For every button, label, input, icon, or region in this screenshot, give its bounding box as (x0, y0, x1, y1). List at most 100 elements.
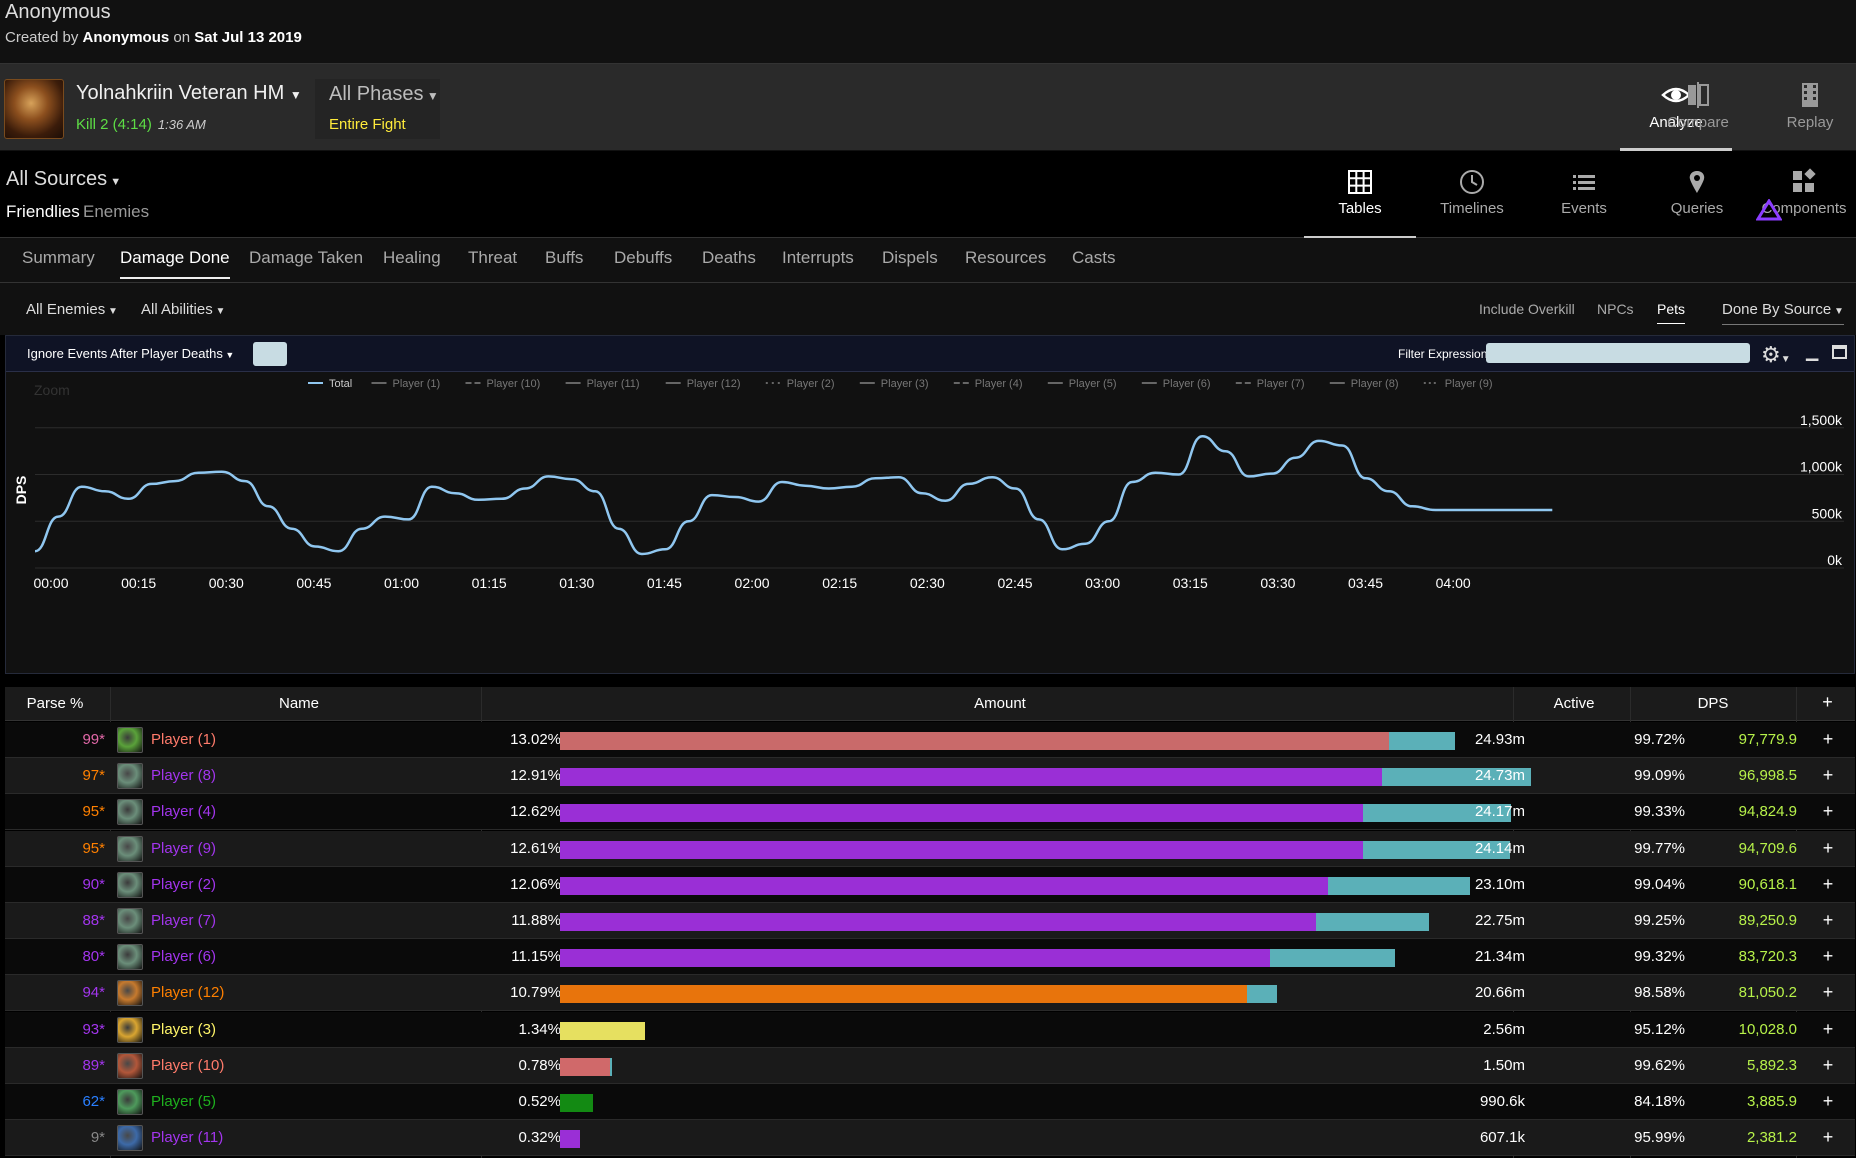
table-row[interactable]: 97* Player (8) 12.91% 24.73m 99.09% 96,998.5 + (5, 758, 1855, 795)
legend-item[interactable]: Player (3) (859, 378, 929, 390)
expand-row-button[interactable]: + (1822, 946, 1834, 967)
player-name[interactable]: Player (5) (151, 1093, 217, 1110)
header-parse[interactable]: Parse % (26, 695, 84, 712)
subnav-tables[interactable]: Tables (1304, 151, 1416, 238)
legend-item[interactable]: Total (308, 378, 352, 390)
expand-row-button[interactable]: + (1822, 910, 1834, 930)
tab-healing[interactable]: Healing (383, 248, 441, 267)
legend-item[interactable]: Player (5) (1047, 378, 1117, 390)
expand-row-button[interactable]: + (1822, 801, 1834, 822)
legend-item[interactable]: Player (11) (565, 378, 640, 390)
tab-damage-done[interactable]: Damage Done (120, 248, 230, 279)
amount-value: 607.1k (1479, 1129, 1525, 1147)
phase-selector[interactable]: All Phases ▼ Entire Fight (315, 79, 440, 139)
dps-chart[interactable]: Total Player (1) Player (10) Player (11) Pla… (6, 373, 1854, 674)
table-row[interactable]: 94* Player (12) 10.79% 20.66m 98.58% 81,050.2… (5, 975, 1855, 1012)
expand-row-button[interactable]: + (1822, 1018, 1834, 1039)
tab-resources[interactable]: Resources (965, 248, 1047, 267)
legend-item[interactable]: Player (10) (465, 378, 541, 390)
header-amount[interactable]: Amount (974, 695, 1026, 712)
table-row[interactable]: 90* Player (2) 12.06% 23.10m 99.04% 90,618.1 + (5, 866, 1855, 903)
legend-item[interactable]: Player (12) (665, 378, 741, 390)
npcs-toggle[interactable]: NPCs (1597, 301, 1634, 317)
player-name[interactable]: Player (7) (151, 912, 217, 929)
minimize-icon[interactable]: ▁ (1806, 344, 1819, 361)
tab-damage-taken[interactable]: Damage Taken (249, 248, 364, 267)
series-line-total[interactable] (34, 434, 1553, 556)
expand-row-button[interactable]: + (1822, 1127, 1834, 1148)
chart-legend[interactable]: Total Player (1) Player (10) Player (11) Pla… (308, 378, 1492, 390)
player-name[interactable]: Player (11) (151, 1129, 224, 1147)
nav-replay[interactable]: Replay (1754, 64, 1856, 151)
abilities-filter[interactable]: All Abilities ▼ (141, 301, 225, 318)
legend-item[interactable]: Player (7) (1235, 378, 1305, 390)
legend-item[interactable]: Player (2) (765, 378, 835, 390)
table-row[interactable]: 95* Player (9) 12.61% 24.14m 99.77% 94,709.6 + (5, 830, 1855, 867)
player-name[interactable]: Player (3) (151, 1020, 217, 1038)
legend-item[interactable]: Player (4) (953, 378, 1023, 390)
nav-compare-real[interactable]: Compare (1642, 64, 1754, 151)
legend-item[interactable]: Player (9) (1423, 378, 1493, 390)
boss-selector[interactable]: Yolnahkriin Veteran HM ▼ (76, 82, 302, 105)
dps-value: 97,779.9 (1738, 731, 1797, 748)
class-spec-icon (117, 1125, 143, 1152)
tab-deaths[interactable]: Deaths (702, 248, 756, 267)
legend-item[interactable]: Player (6) (1141, 378, 1211, 390)
done-by-selector[interactable]: Done By Source ▼ (1722, 301, 1844, 325)
table-row[interactable]: 62* Player (5) 0.52% 990.6k 84.18% 3,885.9 + (5, 1084, 1855, 1120)
player-name[interactable]: Player (12) (151, 984, 225, 1002)
player-name[interactable]: Player (4) (151, 803, 217, 821)
maximize-icon[interactable] (1832, 345, 1847, 359)
expand-row-button[interactable]: + (1822, 873, 1834, 894)
table-row[interactable]: 88* Player (7) 11.88% 22.75m 99.25% 89,250.9 + (5, 903, 1855, 939)
expand-row-button[interactable]: + (1822, 837, 1834, 858)
subnav-events[interactable]: Events (1528, 151, 1640, 238)
table-row[interactable]: 93* Player (3) 1.34% 2.56m 95.12% 10,028.0 + (5, 1011, 1855, 1048)
expand-row-button[interactable]: + (1822, 982, 1834, 1003)
header-name[interactable]: Name (278, 695, 319, 712)
tab-debuffs[interactable]: Debuffs (614, 248, 673, 267)
enemies-filter[interactable]: All Enemies ▼ (26, 301, 118, 318)
header-add-column[interactable]: + (1822, 692, 1833, 712)
friendlies-toggle[interactable]: Friendlies (6, 202, 80, 221)
player-name[interactable]: Player (6) (151, 948, 217, 966)
expand-row-button[interactable]: + (1822, 1054, 1834, 1075)
subnav-queries[interactable]: Queries (1641, 151, 1753, 238)
pets-toggle[interactable]: Pets (1657, 301, 1686, 324)
include-overkill-toggle[interactable]: Include Overkill (1479, 301, 1575, 317)
tab-summary[interactable]: Summary (22, 248, 95, 267)
table-row[interactable]: 9* Player (11) 0.32% 607.1k 95.99% 2,381.2 + (5, 1120, 1855, 1157)
table-row[interactable]: 95* Player (4) 12.62% 24.17m 99.33% 94,824.9 + (5, 794, 1855, 831)
report-author[interactable]: Anonymous (82, 29, 170, 46)
table-row[interactable]: 89* Player (10) 0.78% 1.50m 99.62% 5,892.3 + (5, 1047, 1855, 1084)
table-row[interactable]: 99* Player (1) 13.02% 24.93m 99.72% 97,779.9 + (5, 722, 1855, 758)
legend-item[interactable]: Player (8) (1329, 378, 1399, 390)
gear-icon[interactable]: ⚙▼ (1761, 342, 1791, 367)
legend-item[interactable]: Player (1) (371, 378, 441, 390)
filter-expression-input[interactable] (1486, 343, 1750, 363)
tab-dispels[interactable]: Dispels (882, 248, 938, 267)
tab-buffs[interactable]: Buffs (545, 248, 584, 267)
tab-interrupts[interactable]: Interrupts (782, 248, 854, 267)
player-name[interactable]: Player (10) (151, 1056, 225, 1074)
player-name[interactable]: Player (1) (151, 731, 217, 748)
subnav-timelines[interactable]: Timelines (1416, 151, 1528, 238)
header-active[interactable]: Active (1553, 695, 1595, 712)
ignore-events-selector[interactable]: Ignore Events After Player Deaths ▼ (27, 346, 234, 361)
enemies-toggle[interactable]: Enemies (83, 202, 150, 221)
header-dps[interactable]: DPS (1697, 695, 1729, 712)
report-title: Anonymous (5, 1, 111, 23)
expand-row-button[interactable]: + (1822, 765, 1834, 786)
tab-threat[interactable]: Threat (468, 248, 518, 267)
table-row[interactable]: 80* Player (6) 11.15% 21.34m 99.32% 83,720.3 + (5, 939, 1855, 976)
subnav-components[interactable]: Components (1752, 151, 1856, 238)
player-name[interactable]: Player (9) (151, 839, 217, 857)
player-name[interactable]: Player (2) (151, 875, 217, 893)
source-selector[interactable]: All Sources ▼ (6, 168, 121, 191)
player-name[interactable]: Player (8) (151, 767, 217, 785)
tab-casts[interactable]: Casts (1072, 248, 1116, 267)
x-tick-label: 01:00 (384, 575, 419, 591)
expand-row-button[interactable]: + (1822, 1091, 1834, 1111)
ignore-events-toggle[interactable] (253, 342, 287, 366)
expand-row-button[interactable]: + (1822, 729, 1834, 749)
